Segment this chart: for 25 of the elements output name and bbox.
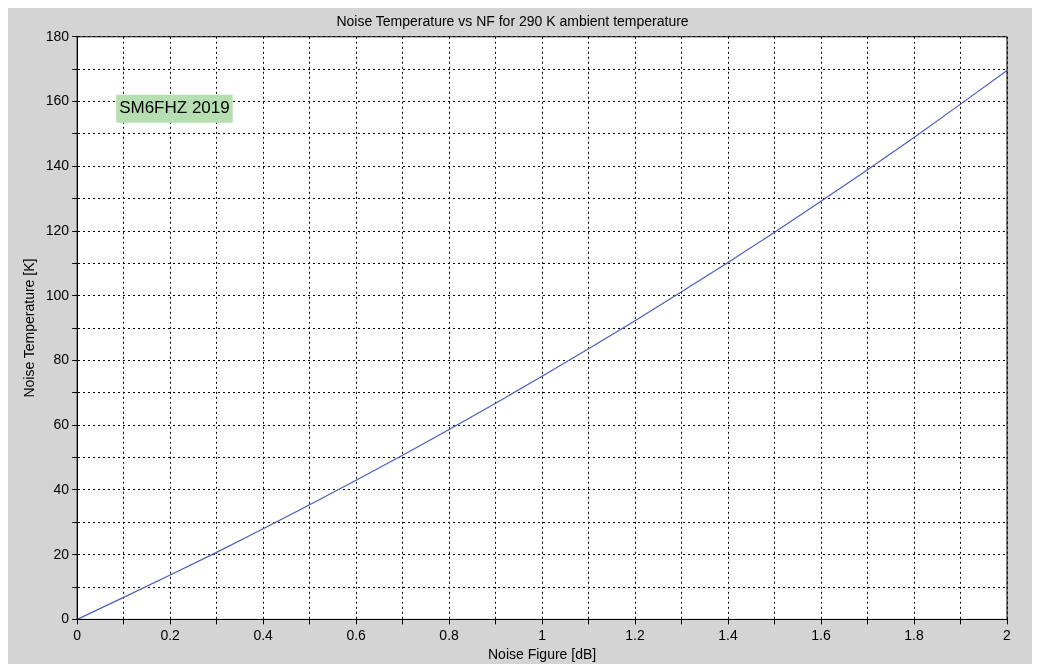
x-tick-label: 0.4	[253, 626, 274, 643]
y-tick-label: 60	[53, 416, 70, 433]
x-tick-label: 0	[73, 626, 82, 643]
annotation: SM6FHZ 2019	[119, 98, 230, 118]
x-tick-label: 1.4	[718, 626, 738, 643]
y-tick-label: 120	[45, 221, 70, 238]
x-tick-label: 1.6	[811, 626, 831, 643]
x-tick-label: 0.8	[439, 626, 460, 643]
x-axis-title: Noise Figure [dB]	[487, 646, 597, 663]
y-tick-label: 20	[53, 545, 70, 562]
x-tick-label: 1	[538, 626, 547, 643]
y-tick-label: 180	[45, 27, 70, 44]
y-tick-label: 80	[53, 351, 70, 368]
y-tick-label: 0	[61, 610, 70, 627]
x-tick-label: 1.2	[625, 626, 645, 643]
chart-title: Noise Temperature vs NF for 290 K ambient temperature	[336, 13, 689, 30]
y-tick-label: 140	[45, 157, 70, 174]
x-tick-label: 1.8	[904, 626, 924, 643]
y-tick-label: 100	[45, 286, 70, 303]
x-tick-label: 0.6	[346, 626, 367, 643]
y-tick-label: 40	[53, 480, 70, 497]
x-tick-label: 2	[1003, 626, 1012, 643]
y-tick-label: 160	[45, 92, 70, 109]
y-axis-title: Noise Temperature [K]	[21, 258, 38, 398]
x-tick-label: 0.2	[160, 626, 181, 643]
